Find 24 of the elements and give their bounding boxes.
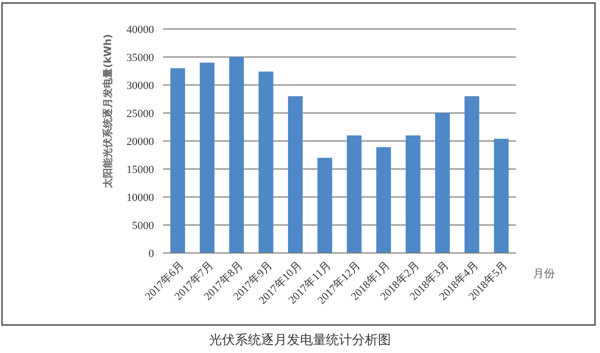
y-axis-title: 太阳能光伏系统逐月发电量(kWh) — [102, 34, 114, 189]
bar — [258, 72, 274, 253]
bar — [406, 135, 420, 253]
bar — [317, 158, 332, 253]
bar — [288, 96, 303, 253]
y-tick-label: 10000 — [126, 192, 154, 204]
y-tick-label: 35000 — [126, 52, 154, 64]
y-tick-label: 0 — [148, 248, 154, 260]
y-tick-label: 5000 — [132, 220, 154, 232]
bar — [346, 135, 362, 253]
bar — [376, 147, 391, 253]
bar — [494, 138, 509, 253]
y-tick-label: 40000 — [126, 24, 154, 36]
bar — [170, 68, 186, 253]
y-tick-label: 30000 — [126, 80, 154, 92]
bar — [435, 113, 450, 253]
bar — [464, 96, 480, 253]
y-tick-label: 15000 — [126, 164, 154, 176]
bar — [229, 57, 244, 253]
text: 光伏系统逐月发电量统计分析图 — [209, 333, 391, 348]
y-tick-label: 25000 — [126, 108, 154, 120]
x-axis-title: 月份 — [533, 267, 555, 280]
y-tick-label: 20000 — [126, 136, 154, 148]
bar — [200, 62, 214, 253]
